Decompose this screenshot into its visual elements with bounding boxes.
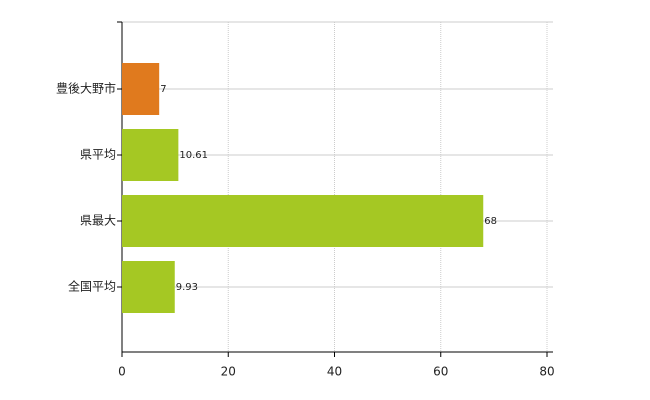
bar — [122, 195, 484, 247]
value-label: 10.61 — [179, 150, 208, 161]
bar — [122, 63, 160, 115]
x-tick-label: 80 — [539, 365, 554, 379]
y-tick-label: 県平均 — [80, 148, 116, 162]
bar — [122, 261, 175, 313]
bar — [122, 129, 179, 181]
value-label: 9.93 — [176, 282, 198, 293]
x-tick-label: 40 — [327, 365, 342, 379]
x-tick-label: 60 — [433, 365, 448, 379]
value-label: 7 — [160, 84, 166, 95]
y-tick-label: 全国平均 — [68, 279, 116, 294]
x-tick-label: 0 — [118, 365, 126, 379]
x-tick-label: 20 — [221, 365, 236, 379]
y-tick-label: 県最大 — [80, 214, 116, 228]
value-label: 68 — [484, 216, 497, 227]
y-tick-label: 豊後大野市 — [56, 81, 116, 96]
